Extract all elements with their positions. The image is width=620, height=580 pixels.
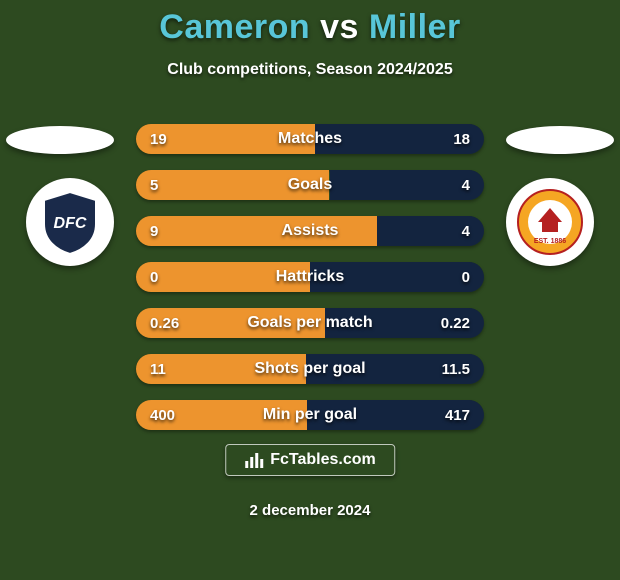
stat-row: Hattricks00 [136, 262, 484, 292]
bars-icon [244, 451, 264, 469]
stat-row: Shots per goal1111.5 [136, 354, 484, 384]
player-a-name: Cameron [159, 8, 310, 46]
right-club-badge: EST. 1886 [506, 178, 594, 266]
stat-row: Goals per match0.260.22 [136, 308, 484, 338]
stat-bar-left [136, 216, 377, 246]
stat-row: Goals54 [136, 170, 484, 200]
stat-bar-left [136, 170, 329, 200]
stat-pill [136, 216, 484, 246]
dundee-badge-icon: DFC [34, 186, 106, 258]
stat-bar-right [306, 354, 484, 384]
motherwell-badge-icon: EST. 1886 [514, 186, 586, 258]
stat-pill [136, 170, 484, 200]
stat-pill [136, 354, 484, 384]
stat-row: Min per goal400417 [136, 400, 484, 430]
stat-bar-right [377, 216, 484, 246]
stat-bar-right [307, 400, 484, 430]
stat-bar-right [315, 124, 484, 154]
right-header-ellipse [506, 126, 614, 154]
stat-bar-left [136, 262, 310, 292]
player-b-name: Miller [369, 8, 461, 46]
svg-text:EST. 1886: EST. 1886 [534, 238, 566, 245]
brand-pill[interactable]: FcTables.com [225, 444, 395, 476]
stat-bar-right [325, 308, 484, 338]
stat-row: Assists94 [136, 216, 484, 246]
brand-text: FcTables.com [270, 451, 376, 469]
stat-pill [136, 262, 484, 292]
stat-bar-right [330, 170, 485, 200]
stat-bar-left [136, 308, 325, 338]
date-text: 2 december 2024 [0, 502, 620, 519]
comparison-card: Cameron vs Miller Club competitions, Sea… [0, 0, 620, 580]
stat-pill [136, 308, 484, 338]
stat-bar-left [136, 400, 307, 430]
left-club-badge: DFC [26, 178, 114, 266]
stat-pill [136, 400, 484, 430]
stat-bar-left [136, 354, 306, 384]
stat-pill [136, 124, 484, 154]
stat-row: Matches1918 [136, 124, 484, 154]
stat-bar-right [310, 262, 484, 292]
svg-text:DFC: DFC [54, 215, 87, 232]
stat-bar-left [136, 124, 315, 154]
vs-text: vs [320, 8, 359, 46]
title: Cameron vs Miller [0, 8, 620, 47]
left-header-ellipse [6, 126, 114, 154]
season-subtitle: Club competitions, Season 2024/2025 [0, 61, 620, 79]
stats-rows: Matches1918 Goals54 Assists94 Hattricks00 Go… [136, 124, 484, 446]
